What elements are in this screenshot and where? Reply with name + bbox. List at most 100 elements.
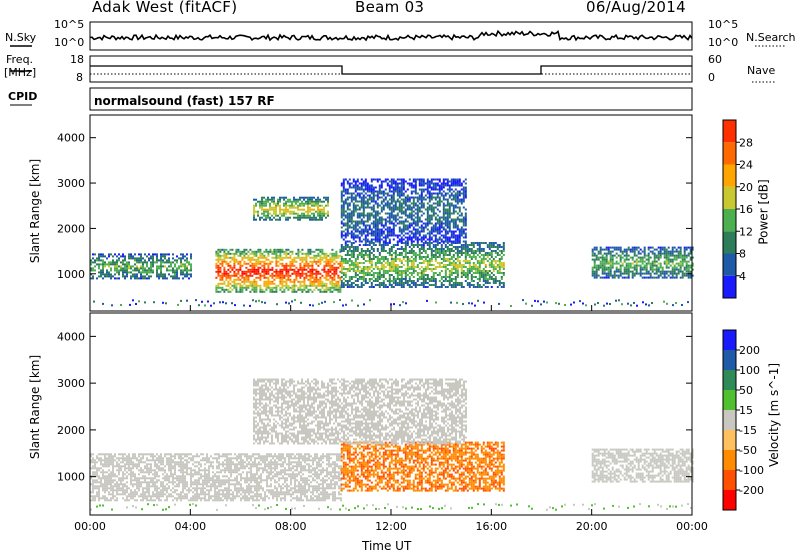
echo-cell (475, 272, 477, 274)
echo-cell (311, 201, 313, 203)
echo-cell (499, 268, 501, 270)
echo-cell (664, 277, 666, 279)
echo-cell (289, 269, 291, 271)
echo-cell (363, 191, 365, 193)
echo-cell (658, 269, 660, 271)
echo-cell (459, 256, 461, 258)
echo-cell (279, 269, 281, 271)
echo-cell (453, 227, 455, 229)
echo-cell (419, 209, 421, 211)
echo-cell (445, 219, 447, 221)
echo-cell (445, 274, 447, 276)
echo-cell (343, 215, 345, 217)
ground-scatter-cell (162, 302, 164, 304)
echo-cell (417, 201, 419, 203)
echo-cell (393, 268, 395, 270)
echo-cell (102, 263, 104, 265)
echo-cell (397, 284, 399, 286)
echo-cell (269, 219, 271, 221)
echo-cell (423, 262, 425, 264)
echo-cell (361, 276, 363, 278)
echo-cell (271, 283, 273, 285)
echo-cell (481, 262, 483, 264)
echo-cell (630, 263, 632, 265)
echo-cell (307, 263, 309, 265)
echo-cell (423, 205, 425, 207)
echo-cell (409, 185, 411, 187)
echo-cell (233, 285, 235, 287)
echo-cell (409, 276, 411, 278)
echo-cell (457, 199, 459, 201)
echo-cell (371, 266, 373, 268)
echo-cell (457, 282, 459, 284)
echo-cell (678, 273, 680, 275)
echo-cell (361, 272, 363, 274)
echo-cell (451, 284, 453, 286)
echo-cell (110, 457, 112, 459)
echo-cell (421, 231, 423, 233)
echo-cell (221, 255, 223, 257)
echo-cell (489, 282, 491, 284)
echo-cell (287, 201, 289, 203)
echo-cell (136, 273, 138, 275)
echo-cell (680, 263, 682, 265)
echo-cell (453, 254, 455, 256)
echo-cell (401, 282, 403, 284)
echo-cell (614, 277, 616, 279)
echo-cell (120, 269, 122, 271)
echo-cell (92, 479, 94, 481)
echo-cell (261, 269, 263, 271)
ground-scatter-cell (243, 305, 245, 307)
echo-cell (393, 252, 395, 254)
echo-cell (433, 284, 435, 286)
echo-cell (497, 248, 499, 250)
echo-cell (437, 219, 439, 221)
echo-cell (267, 273, 269, 275)
echo-cell (435, 282, 437, 284)
echo-cell (421, 225, 423, 227)
echo-cell (455, 252, 457, 254)
echo-cell (317, 207, 319, 209)
echo-cell (261, 197, 263, 199)
echo-cell (355, 235, 357, 237)
echo-cell (459, 207, 461, 209)
echo-cell (297, 201, 299, 203)
echo-cell (461, 227, 463, 229)
echo-cell (684, 267, 686, 269)
echo-cell (331, 273, 333, 275)
echo-cell (293, 265, 295, 267)
echo-cell (287, 287, 289, 289)
echo-cell (108, 491, 110, 493)
echo-cell (602, 249, 604, 251)
echo-cell (271, 277, 273, 279)
echo-cell (417, 217, 419, 219)
echo-cell (451, 185, 453, 187)
echo-cell (257, 273, 259, 275)
echo-cell (674, 269, 676, 271)
echo-cell (690, 253, 692, 255)
echo-cell (309, 273, 311, 275)
echo-cell (345, 217, 347, 219)
echo-cell (275, 277, 277, 279)
echo-cell (313, 219, 315, 221)
echo-cell (379, 231, 381, 233)
echo-cell (108, 477, 110, 479)
echo-cell (415, 197, 417, 199)
echo-cell (471, 258, 473, 260)
echo-cell (383, 276, 385, 278)
echo-cell (158, 259, 160, 261)
echo-cell (174, 269, 176, 271)
echo-cell (160, 275, 162, 277)
echo-cell (219, 271, 221, 273)
echo-cell (313, 209, 315, 211)
echo-cell (459, 250, 461, 252)
echo-cell (369, 254, 371, 256)
echo-cell (431, 276, 433, 278)
echo-cell (676, 277, 678, 279)
echo-cell (283, 267, 285, 269)
ground-scatter-cell (450, 302, 452, 304)
echo-cell (415, 183, 417, 185)
echo-cell (253, 199, 255, 201)
echo-cell (387, 195, 389, 197)
echo-cell (431, 280, 433, 282)
